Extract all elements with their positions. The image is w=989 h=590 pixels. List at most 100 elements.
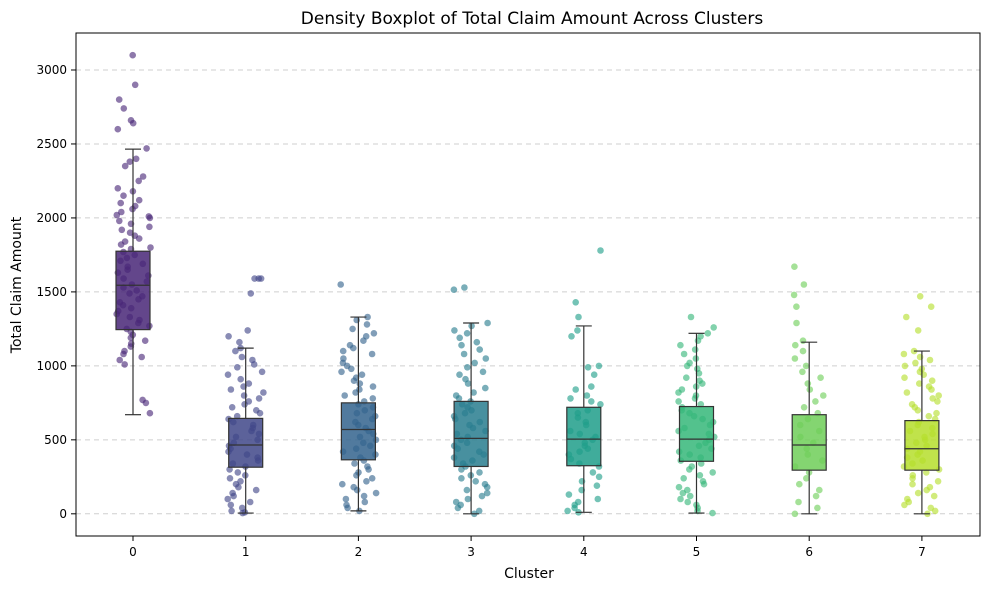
- data-point: [471, 359, 479, 367]
- data-point: [455, 395, 463, 402]
- box-cluster-0: [115, 148, 151, 416]
- data-point: [928, 377, 936, 385]
- data-point: [588, 398, 595, 405]
- data-point: [680, 475, 687, 482]
- data-point: [814, 504, 821, 512]
- data-point: [900, 350, 908, 358]
- data-point: [695, 370, 703, 377]
- data-point: [803, 475, 810, 482]
- data-point: [699, 380, 706, 387]
- data-point: [804, 380, 812, 387]
- data-point: [143, 145, 150, 152]
- plot-frame: [75, 32, 981, 537]
- data-point: [358, 371, 366, 379]
- data-point: [696, 472, 704, 479]
- data-point: [472, 478, 480, 485]
- data-point: [475, 507, 483, 515]
- data-point: [116, 217, 123, 225]
- data-point: [683, 374, 690, 382]
- data-point: [694, 337, 702, 345]
- data-point: [348, 365, 355, 373]
- data-point: [252, 486, 260, 494]
- data-point: [930, 492, 938, 500]
- x-tick-label: 4: [580, 545, 588, 559]
- data-point: [935, 392, 942, 399]
- data-point: [791, 355, 799, 362]
- data-point: [710, 324, 717, 331]
- data-point: [141, 337, 149, 345]
- data-point: [352, 389, 359, 396]
- data-point: [350, 344, 357, 352]
- data-point: [571, 504, 578, 512]
- data-point: [482, 384, 489, 392]
- data-point: [135, 235, 143, 242]
- data-point: [138, 353, 145, 361]
- data-point: [675, 483, 683, 491]
- data-point: [258, 368, 266, 376]
- data-point: [802, 362, 810, 370]
- data-point: [800, 281, 808, 288]
- data-point: [368, 350, 376, 358]
- data-point: [914, 327, 922, 334]
- data-point: [139, 173, 147, 180]
- box-cluster-1: [228, 347, 264, 514]
- data-point: [126, 158, 134, 165]
- chart-title: Density Boxplot of Total Claim Amount Ac…: [301, 9, 764, 29]
- data-point: [360, 492, 368, 500]
- data-point: [791, 263, 798, 271]
- data-point: [912, 359, 919, 367]
- data-point: [691, 346, 699, 353]
- data-point: [350, 377, 358, 385]
- data-point: [113, 211, 121, 219]
- grid-lines: [76, 69, 980, 515]
- data-point: [795, 498, 802, 506]
- box-cluster-2: [340, 316, 376, 512]
- data-point: [246, 498, 254, 506]
- data-point: [686, 466, 693, 473]
- data-point: [464, 380, 472, 387]
- data-point: [923, 486, 930, 494]
- data-point: [228, 507, 235, 515]
- data-point: [928, 386, 935, 393]
- x-tick-label: 6: [805, 545, 813, 559]
- data-point: [454, 504, 462, 512]
- data-point: [364, 313, 371, 321]
- data-point: [476, 346, 484, 353]
- data-point: [120, 350, 127, 358]
- data-point: [241, 401, 248, 408]
- iqr-box: [340, 402, 376, 461]
- data-point: [677, 341, 684, 349]
- data-point: [680, 350, 688, 358]
- data-point: [709, 509, 716, 517]
- y-axis-ticks: 0 500 1000 1500 2000 2500 3000: [36, 63, 76, 521]
- data-point: [470, 389, 477, 396]
- data-point: [909, 475, 916, 482]
- data-point: [567, 395, 574, 402]
- data-point: [800, 404, 808, 411]
- data-point: [593, 482, 601, 490]
- data-point: [135, 177, 142, 185]
- data-point: [227, 501, 235, 509]
- data-point: [232, 347, 239, 355]
- data-point: [235, 483, 242, 491]
- y-tick-label: 500: [44, 433, 67, 447]
- data-point: [925, 412, 933, 420]
- data-point: [260, 389, 267, 396]
- data-point: [226, 475, 234, 482]
- data-point: [934, 478, 942, 485]
- data-point: [574, 327, 581, 334]
- x-axis-ticks: 0 1 2 3 4 5 6 7: [129, 536, 926, 559]
- data-point: [339, 480, 346, 488]
- data-point: [901, 501, 908, 509]
- data-point: [368, 475, 376, 482]
- y-tick-label: 2000: [36, 211, 67, 225]
- data-point: [456, 334, 464, 342]
- data-point: [464, 364, 471, 371]
- iqr-box: [791, 414, 827, 471]
- data-point: [230, 492, 237, 500]
- x-tick-label: 2: [355, 545, 363, 559]
- data-point: [584, 364, 592, 371]
- data-point: [463, 330, 471, 337]
- data-point: [464, 495, 472, 503]
- x-tick-label: 1: [242, 545, 250, 559]
